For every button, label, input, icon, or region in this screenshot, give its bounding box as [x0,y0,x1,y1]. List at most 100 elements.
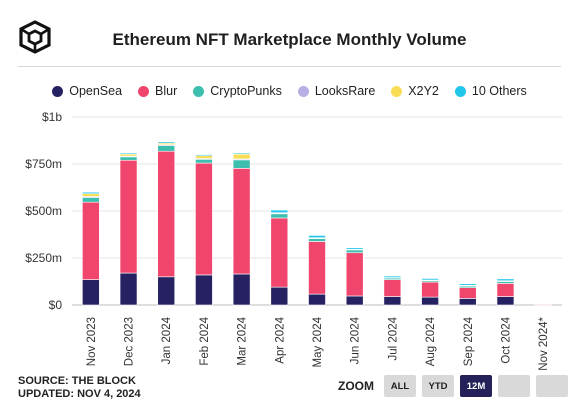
bar-segment-10-others [195,154,213,157]
legend-label: CryptoPunks [210,84,282,98]
bar-segment-blur [82,201,100,280]
x-tick-label: Mar 2024 [237,316,249,365]
bar-segment-blur [157,150,176,278]
bar-segment-blur [458,287,477,299]
legend-item-opensea[interactable]: OpenSea [52,84,122,98]
x-tick-label: Apr 2024 [274,316,286,363]
bar-segment-10-others [383,275,402,278]
y-tick-label: $750m [25,157,62,171]
legend-label: X2Y2 [408,84,439,98]
bar-segment-10-others [308,235,326,238]
bar-segment-opensea [82,279,100,306]
legend-swatch [391,85,403,97]
x-tick-label: Jul 2024 [387,316,399,360]
bar-segment-opensea [270,286,289,306]
zoom-controls: ZOOM ALL YTD 12M [338,375,568,397]
chart-title: Ethereum NFT Marketplace Monthly Volume [112,30,467,49]
legend-swatch [454,85,466,97]
bar-segment-opensea [345,295,364,306]
legend-item-cryptopunks[interactable]: CryptoPunks [193,84,282,98]
bar-segment-10-others [458,283,477,286]
bar-segment-opensea [458,298,477,306]
bar-segment-cryptopunks [119,156,138,161]
y-tick-label: $1b [42,110,62,124]
bar-segment-opensea [421,296,439,306]
bar-segment-blur [270,217,289,288]
bar-segment-blur [308,241,326,295]
updated-text: UPDATED: NOV 4, 2024 [18,388,141,400]
x-tick-label: Aug 2024 [425,316,437,366]
footer: SOURCE: THE BLOCK UPDATED: NOV 4, 2024 [18,375,141,401]
bar-segment-opensea [496,296,515,306]
bar-segment-opensea [308,293,326,306]
x-tick-label: Nov 2023 [86,317,98,366]
legend-item-x2y2[interactable]: X2Y2 [391,84,439,98]
zoom-button-blank-3[interactable] [498,375,530,397]
legend-swatch [138,85,150,97]
y-tick-label: $500m [25,204,62,218]
legend-swatch [297,85,309,97]
legend-label: OpenSea [69,84,123,98]
x-tick-label: Jun 2024 [350,316,362,364]
legend-label: LooksRare [314,84,376,98]
header-divider [18,66,561,67]
zoom-label: ZOOM [338,379,374,393]
x-tick-label: May 2024 [312,316,324,367]
bar-segment-opensea [119,272,138,306]
bar-segment-opensea [195,274,213,306]
zoom-button-all[interactable]: ALL [384,375,416,397]
bar-segment-opensea [383,296,402,306]
y-tick-label: $0 [49,298,63,312]
bar-segment-cryptopunks [232,159,251,169]
stacked-bar-chart: $0 $250m $500m $750m $1b Nov 2023 Dec 2023 Jan … [25,110,562,371]
zoom-button-12m[interactable]: 12M [460,375,492,397]
bar-segment-10-others [270,209,289,213]
legend-item-blur[interactable]: Blur [138,84,177,98]
x-tick-label: Feb 2024 [199,316,211,365]
bar-segment-blur [383,279,402,297]
x-tick-label: Nov 2024* [538,316,550,370]
bar-segment-x2y2 [232,153,251,160]
x-tick-label: Dec 2023 [124,317,136,366]
bar-segment-cryptopunks [157,145,176,152]
zoom-button-blank-4[interactable] [536,375,568,397]
bar-segment-x2y2 [82,193,100,197]
legend-item-10-others[interactable]: 10 Others [454,84,527,98]
x-tick-label: Jan 2024 [161,316,173,364]
bar-segment-10-others [421,278,439,281]
bar-segment-cryptopunks [345,249,364,254]
legend-label: Blur [155,84,178,98]
bar-segment-blur [119,159,138,274]
bar-segment-10-others [82,191,100,195]
bar-segment-x2y2 [195,155,213,159]
bar-segment-10-others [157,141,176,144]
bar-segment-10-others [119,152,138,155]
the-block-cube-logo-icon [19,20,51,54]
bar-segment-opensea [232,273,251,306]
bar-segment-10-others [232,152,251,155]
chart-legend: OpenSea Blur CryptoPunks LooksRare X2Y2 10 Ot… [0,84,579,98]
bar-segment-blur [496,283,515,297]
bar-segment-opensea [157,276,176,306]
chart-header: Ethereum NFT Marketplace Monthly Volume [0,0,579,66]
legend-swatch [193,85,205,97]
bar-segment-cryptopunks [308,238,326,242]
zoom-button-ytd[interactable]: YTD [422,375,454,397]
bar-segment-blur [421,281,439,298]
bar-segment-10-others [345,247,364,250]
x-tick-label: Sep 2024 [463,316,475,366]
legend-label: 10 Others [471,84,527,98]
legend-item-looksrare[interactable]: LooksRare [297,84,376,98]
bar-segment-cryptopunks [270,213,289,219]
bar-segment-blur [195,162,213,276]
legend-swatch [52,85,64,97]
bar-segment-cryptopunks [195,158,213,164]
bar-segment-blur [534,303,552,305]
bar-segment-10-others [496,278,515,282]
y-tick-label: $250m [25,251,62,265]
bar-segment-blur [345,252,364,297]
x-tick-label: Oct 2024 [500,316,512,363]
bar-segment-cryptopunks [82,197,100,203]
source-text: SOURCE: THE BLOCK [18,375,136,387]
bar-segment-blur [232,168,251,275]
